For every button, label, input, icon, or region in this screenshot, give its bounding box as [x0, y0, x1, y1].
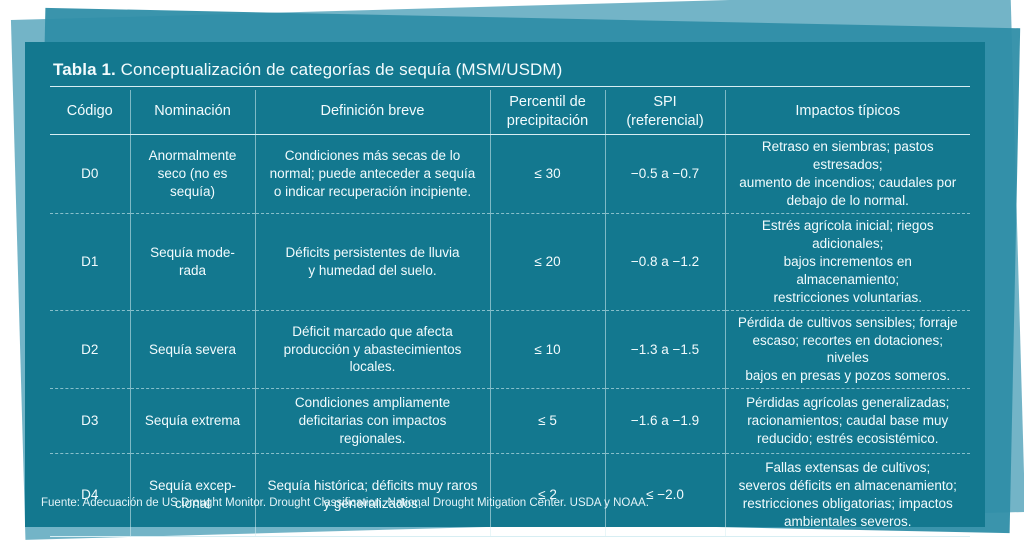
cell-definition: Déficits persistentes de lluvia y humedad…: [254, 213, 490, 311]
table-row: D0 Anormalmente seco (no es sequía) Condicio…: [50, 134, 970, 214]
source-note: Fuente: Adecuación de US Drought Monitor…: [41, 497, 649, 509]
cell-impacts: Retraso en siembras; pastos estresados; a…: [724, 134, 970, 214]
table-card: Tabla 1. Conceptualización de categorías…: [25, 42, 985, 538]
cell-spi: −0.8 a −1.2: [604, 213, 725, 311]
table-title-prefix: Tabla 1.: [53, 60, 116, 79]
table-row: D4 Sequía excep-cional Sequía histórica; d…: [50, 453, 970, 538]
cell-definition: Déficit marcado que afecta producción y a…: [254, 310, 490, 390]
cell-name: Sequía severa: [129, 310, 255, 390]
cell-definition: Condiciones ampliamente deficitarias con …: [254, 388, 490, 455]
cell-name: Sequía mode-rada: [129, 213, 255, 311]
table-row: D1 Sequía mode-rada Déficits persistentes …: [50, 213, 970, 311]
column-header: Definición breve: [254, 90, 490, 135]
column-header: Impactos típicos: [724, 90, 970, 135]
table-title-text: Conceptualización de categorías de sequí…: [120, 60, 563, 79]
cell-definition: Sequía histórica; déficits muy raros y ge…: [254, 453, 490, 538]
cell-code: D1: [50, 213, 130, 311]
table-row: D2 Sequía severa Déficit marcado que afect…: [50, 310, 970, 390]
cell-code: D2: [50, 310, 130, 390]
column-header: SPI (referencial): [604, 90, 725, 135]
table-title: Tabla 1. Conceptualización de categorías…: [53, 60, 562, 80]
cell-percentile: ≤ 2: [489, 453, 605, 538]
table-header-row: Código Nominación Definición breve Percenti…: [50, 90, 970, 135]
cell-code: D4: [50, 453, 130, 538]
cell-impacts: Estrés agrícola inicial; riegos adiciona…: [724, 213, 970, 311]
cell-definition: Condiciones más secas de lo normal; puede…: [254, 134, 490, 214]
column-header: Percentil de precipitación: [489, 90, 605, 135]
column-header: Código: [50, 90, 130, 135]
cell-name: Sequía excep-cional: [129, 453, 255, 538]
cell-name: Anormalmente seco (no es sequía): [129, 134, 255, 214]
cell-percentile: ≤ 10: [489, 310, 605, 390]
cell-percentile: ≤ 20: [489, 213, 605, 311]
cell-spi: −1.6 a −1.9: [604, 388, 725, 455]
drought-categories-table: Código Nominación Definición breve Percenti…: [50, 90, 970, 538]
cell-code: D3: [50, 388, 130, 455]
cell-spi: −1.3 a −1.5: [604, 310, 725, 390]
table-body: D0 Anormalmente seco (no es sequía) Condicio…: [50, 134, 970, 538]
title-divider: [50, 86, 970, 87]
cell-percentile: ≤ 30: [489, 134, 605, 214]
cell-name: Sequía extrema: [129, 388, 255, 455]
cell-spi: ≤ −2.0: [604, 453, 725, 538]
cell-impacts: Pérdidas agrícolas generalizadas; raciona…: [724, 388, 970, 455]
cell-impacts: Fallas extensas de cultivos; severos défi…: [724, 453, 970, 538]
column-header: Nominación: [129, 90, 255, 135]
cell-code: D0: [50, 134, 130, 214]
table-row: D3 Sequía extrema Condiciones ampliamente d…: [50, 388, 970, 455]
cell-impacts: Pérdida de cultivos sensibles; forraje es…: [724, 310, 970, 390]
cell-percentile: ≤ 5: [489, 388, 605, 455]
cell-spi: −0.5 a −0.7: [604, 134, 725, 214]
